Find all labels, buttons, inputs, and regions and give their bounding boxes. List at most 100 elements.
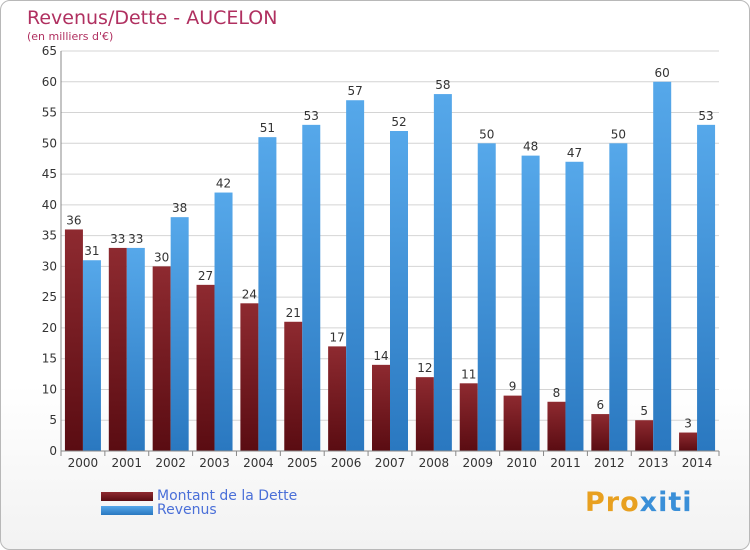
y-tick-label-5: 5 [49,413,57,427]
y-tick-label-0: 0 [49,444,57,458]
bar-revenue-2009 [477,143,496,452]
x-tick-label-2008: 2008 [419,456,450,470]
data-label-revenue-2002: 38 [172,201,187,215]
bar-debt-2009 [459,383,478,451]
x-tick-label-2012: 2012 [594,456,625,470]
y-tick-label-30: 30 [42,259,57,273]
x-tick-label-2002: 2002 [155,456,186,470]
data-label-revenue-2006: 57 [347,84,362,98]
data-label-debt-2006: 17 [329,330,344,344]
y-tick-label-35: 35 [42,229,57,243]
bar-revenue-2001 [126,247,145,451]
bar-debt-2013 [635,420,654,451]
bar-revenue-2007 [390,131,408,451]
y-tick-label-20: 20 [42,321,57,335]
legend-label-debt: Montant de la Dette [157,488,298,504]
data-label-revenue-2013: 60 [655,66,670,80]
data-label-revenue-2012: 50 [611,127,626,141]
data-label-revenue-2004: 51 [260,121,275,135]
chart-subtitle: (en milliers d'€) [27,30,114,43]
bar-revenue-2006 [346,100,365,451]
data-label-revenue-2011: 47 [567,146,582,160]
bar-revenue-2003 [214,192,233,452]
data-label-debt-2001: 33 [110,232,125,246]
data-label-revenue-2009: 50 [479,127,494,141]
legend-swatch-revenue [101,505,153,515]
bar-revenue-2010 [521,155,540,451]
data-label-revenue-2000: 31 [84,244,99,258]
x-tick-label-2007: 2007 [375,456,406,470]
y-tick-label-40: 40 [42,198,57,212]
data-label-debt-2011: 8 [553,386,561,400]
x-tick-label-2003: 2003 [199,456,230,470]
data-label-debt-2010: 9 [509,380,517,394]
data-label-revenue-2010: 48 [523,140,538,154]
x-tick-label-2001: 2001 [112,456,143,470]
bar-revenue-2002 [170,217,189,451]
y-tick-label-15: 15 [42,352,57,366]
bar-debt-2000 [64,229,83,451]
data-label-revenue-2003: 42 [216,177,231,191]
bar-debt-2001 [108,247,127,451]
bar-debt-2007 [372,364,390,451]
y-tick-label-55: 55 [42,106,57,120]
bar-revenue-2004 [258,137,277,451]
x-tick-label-2006: 2006 [331,456,362,470]
x-tick-label-2010: 2010 [506,456,537,470]
bar-debt-2005 [284,321,303,451]
bar-debt-2014 [679,432,698,451]
legend-swatch-debt [101,491,153,501]
y-tick-label-65: 65 [42,44,57,58]
data-label-debt-2000: 36 [66,213,81,227]
data-label-debt-2003: 27 [198,269,213,283]
x-tick-label-2014: 2014 [682,456,713,470]
bar-debt-2008 [415,377,434,451]
data-label-revenue-2007: 52 [391,115,406,129]
x-tick-label-2000: 2000 [68,456,99,470]
x-tick-label-2013: 2013 [638,456,669,470]
proxiti-logo: Proxiti [585,487,693,518]
bar-revenue-2012 [609,143,628,452]
y-tick-label-60: 60 [42,75,57,89]
bar-debt-2004 [240,303,259,451]
data-label-revenue-2014: 53 [698,109,713,123]
y-tick-label-10: 10 [42,382,57,396]
data-label-debt-2002: 30 [154,250,169,264]
data-label-revenue-2008: 58 [435,78,450,92]
data-label-debt-2013: 5 [640,404,648,418]
chart-title: Revenus/Dette - AUCELON [27,7,278,29]
bar-revenue-2011 [565,161,584,451]
axes: 0 5 10 15 20 25 30 35 40 45 50 55 60 65 2000 2001 2002 20… [42,44,720,470]
bar-revenue-2000 [82,260,101,451]
bar-revenue-2013 [653,81,672,452]
bars [64,81,716,452]
bar-revenue-2005 [302,124,321,451]
x-tick-label-2005: 2005 [287,456,318,470]
bar-debt-2011 [547,401,566,451]
bar-debt-2006 [328,346,347,451]
y-tick-label-25: 25 [42,290,57,304]
y-tick-label-45: 45 [42,167,57,181]
bar-debt-2003 [196,284,215,451]
bar-debt-2012 [591,414,610,451]
x-tick-label-2004: 2004 [243,456,274,470]
data-label-debt-2004: 24 [242,287,257,301]
legend-item-debt: Montant de la Dette [101,488,298,504]
data-label-debt-2009: 11 [461,367,476,381]
data-label-revenue-2005: 53 [304,109,319,123]
data-label-debt-2007: 14 [373,349,388,363]
y-tick-label-50: 50 [42,136,57,150]
data-label-debt-2005: 21 [286,306,301,320]
bar-debt-2002 [152,266,171,451]
bar-revenue-2014 [697,124,716,451]
data-label-debt-2008: 12 [417,361,432,375]
bar-revenue-2008 [433,94,452,452]
x-tick-label-2011: 2011 [550,456,581,470]
legend-label-revenue: Revenus [157,502,217,518]
data-label-revenue-2001: 33 [128,232,143,246]
x-tick-label-2009: 2009 [462,456,493,470]
legend-item-revenue: Revenus [101,502,217,518]
